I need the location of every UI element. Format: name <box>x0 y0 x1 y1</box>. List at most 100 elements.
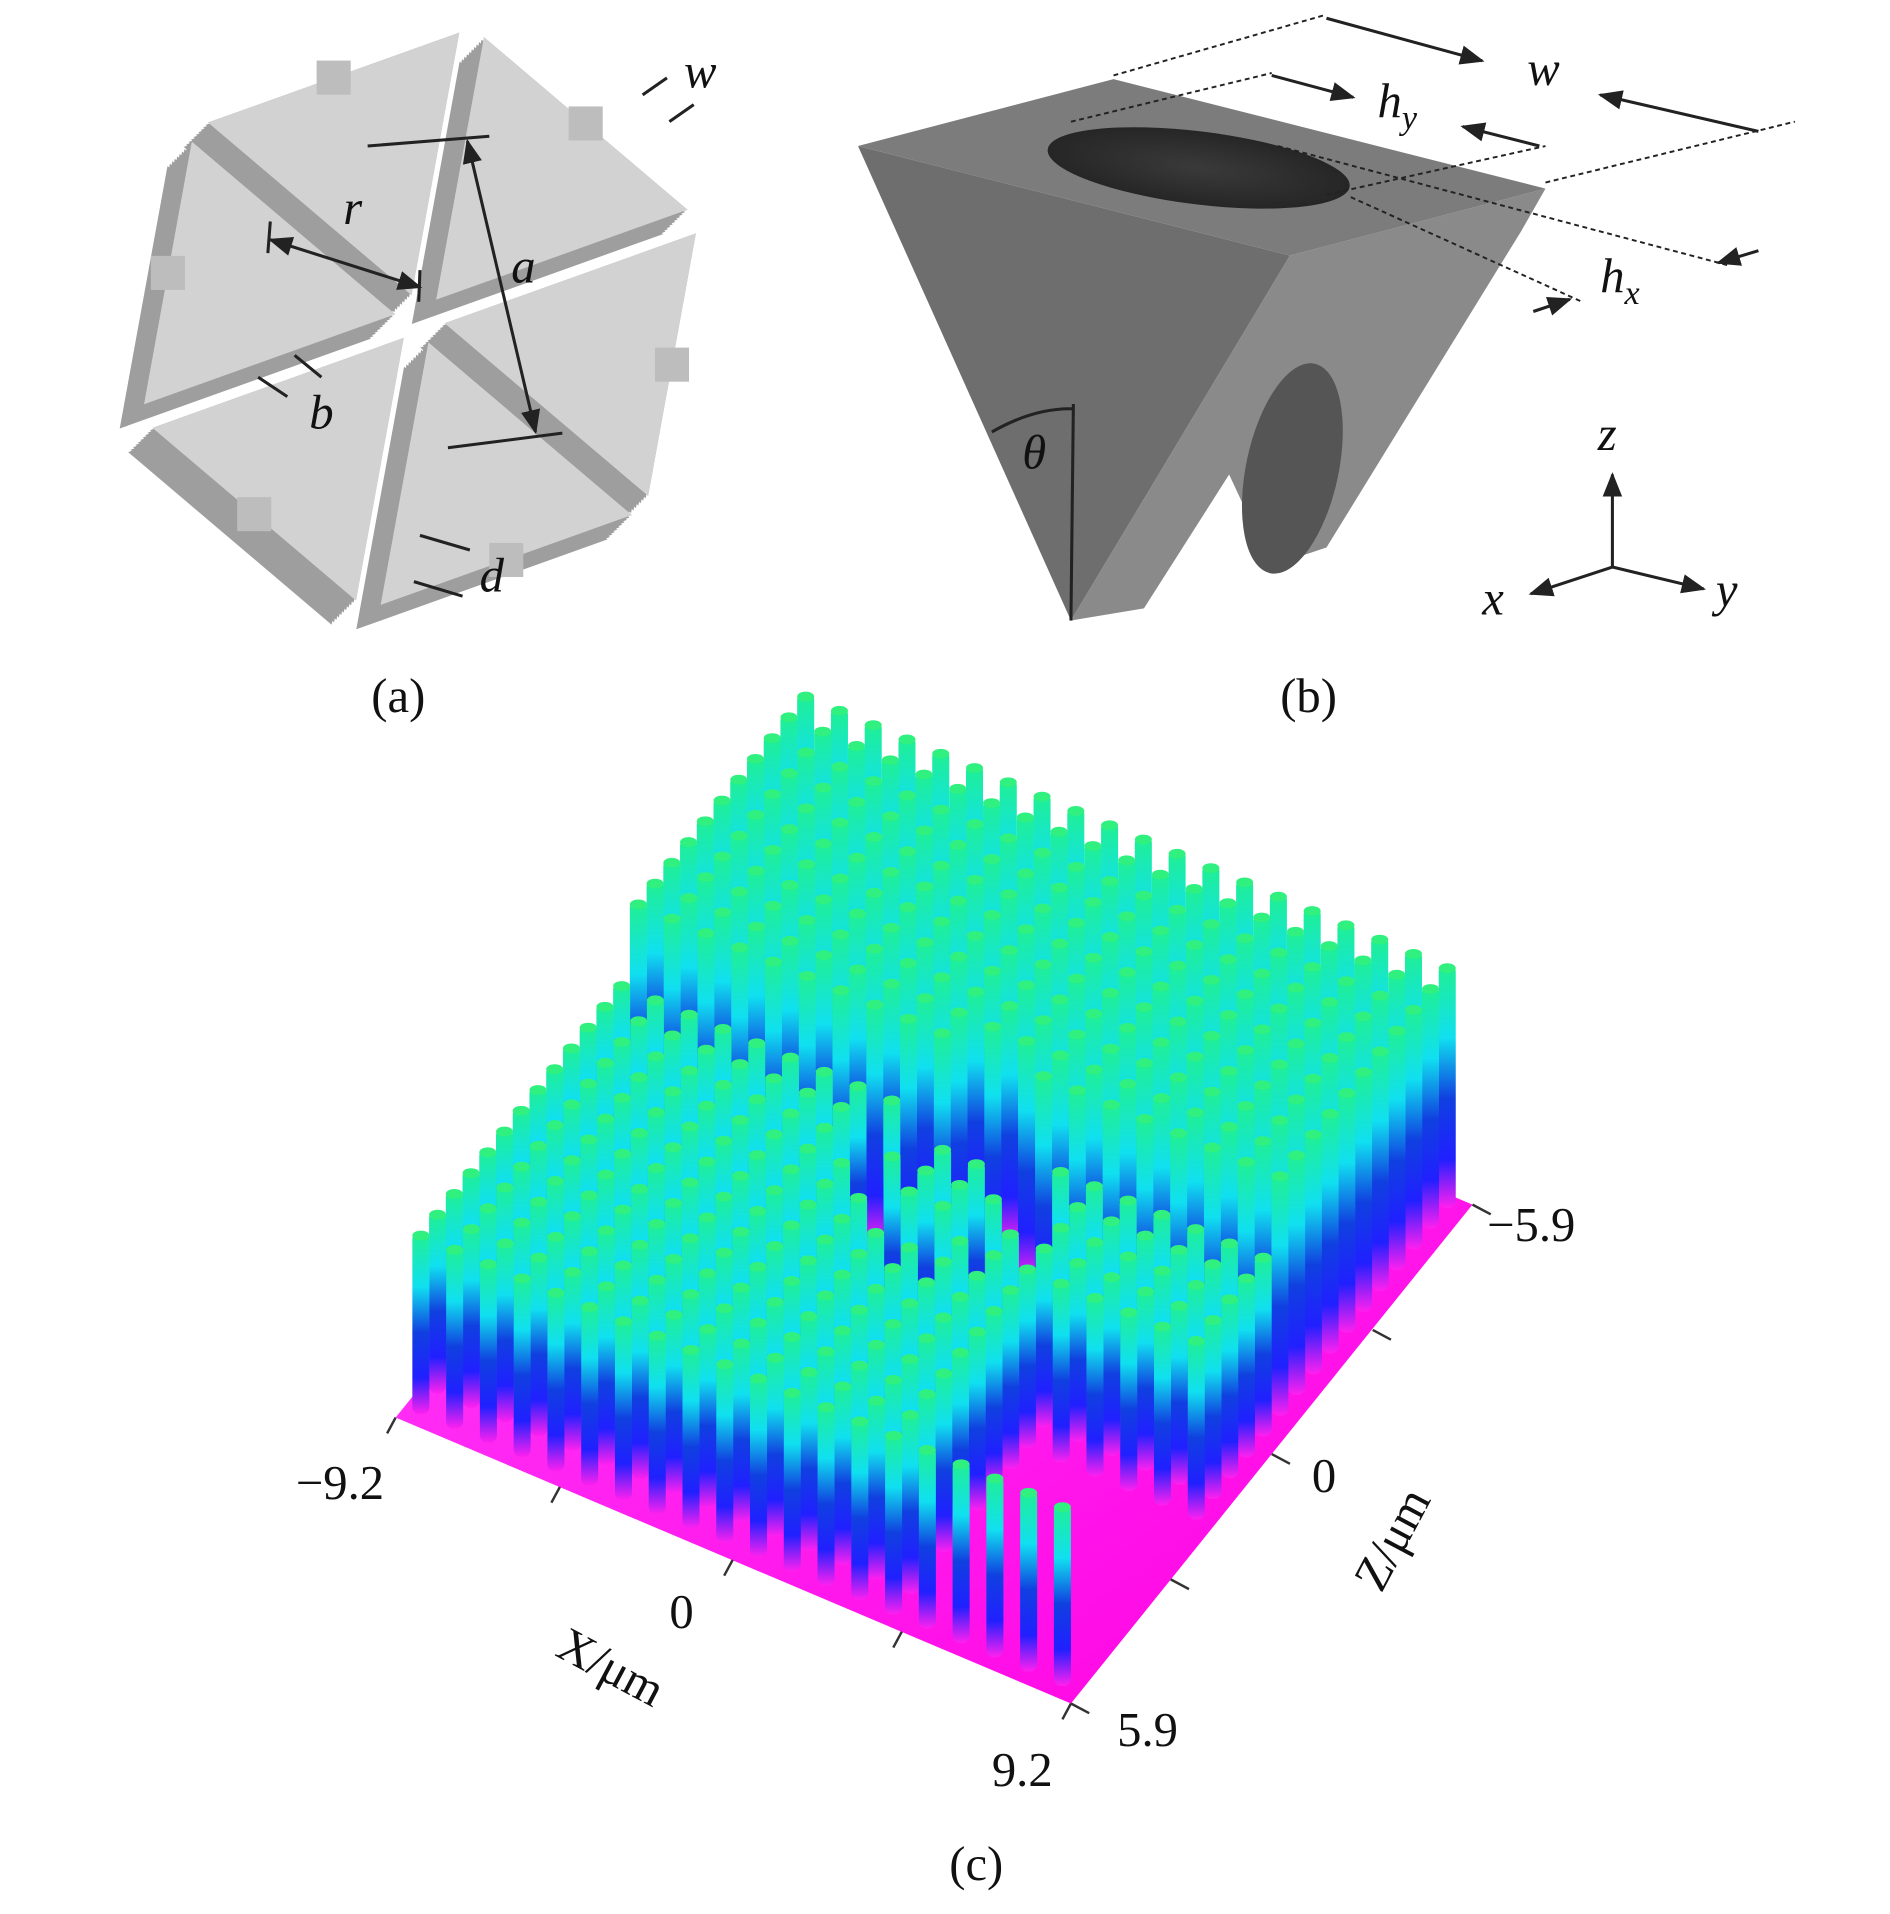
pillar <box>1204 1316 1222 1499</box>
pillar-top <box>1101 876 1119 886</box>
pillar-top <box>918 1333 936 1344</box>
triangle-top <box>380 342 632 605</box>
pillar-top <box>816 1290 834 1301</box>
pillar-top <box>1067 806 1085 816</box>
pillar-top <box>1068 973 1086 984</box>
pillar-top <box>1052 1166 1070 1177</box>
pillar-top <box>529 1140 547 1151</box>
pillar-top <box>1016 812 1034 823</box>
pillar <box>1421 985 1440 1229</box>
pillar <box>1035 1244 1053 1428</box>
tab <box>489 542 524 578</box>
pillar <box>732 1339 751 1523</box>
pillar-top <box>934 1144 952 1155</box>
caption-c: (c) <box>949 1837 1003 1891</box>
pillar-top <box>832 929 850 940</box>
pillar-top <box>1151 869 1169 880</box>
pillar-top <box>1220 1121 1238 1132</box>
pillar-top <box>798 970 816 981</box>
pillar-top <box>630 1127 648 1138</box>
pillar-top <box>867 1283 885 1294</box>
pillar <box>766 1353 784 1537</box>
pillar-top <box>564 1266 582 1277</box>
caption-a: (a) <box>371 669 425 723</box>
pillar <box>918 1446 936 1629</box>
pillar-top <box>714 907 732 918</box>
pillar-top <box>782 1164 800 1175</box>
pillar-top <box>1304 1017 1322 1028</box>
pillar-top <box>562 1043 580 1054</box>
pillar-top <box>781 1052 799 1063</box>
pillar-top <box>848 908 866 919</box>
pillar-top <box>766 1241 784 1251</box>
pillar-top <box>815 950 833 960</box>
pillar-top <box>746 754 765 764</box>
pillar-top <box>747 865 765 876</box>
pillar-top <box>1236 989 1254 999</box>
pillar-top <box>1153 1321 1172 1332</box>
pillar <box>834 1382 852 1566</box>
pillar-top <box>697 872 715 882</box>
pillar-top <box>1084 841 1102 851</box>
pillar-top <box>613 1037 631 1047</box>
pillar-top <box>747 809 765 820</box>
pillar-top <box>764 844 782 855</box>
pillar-top <box>1271 1171 1289 1181</box>
pillar-top <box>1269 891 1287 902</box>
pillar <box>716 1360 734 1543</box>
pillar-top <box>1152 925 1170 936</box>
pillar-top <box>664 1198 682 1208</box>
pillar-top <box>1236 933 1254 944</box>
pillar-top <box>949 783 967 794</box>
pillar-top <box>715 1303 733 1314</box>
pillar-top <box>766 1296 784 1307</box>
pillar <box>885 1431 903 1615</box>
pillar-top <box>1202 974 1220 985</box>
pillar-top <box>883 1151 901 1162</box>
pillar-top <box>664 1086 682 1097</box>
pillar-top <box>1438 963 1456 974</box>
pillar-top <box>1033 847 1051 858</box>
label-hy-sub: y <box>1399 100 1418 137</box>
pillar-top <box>1085 1181 1103 1192</box>
pillar-top <box>496 1238 514 1249</box>
pillar-top <box>1204 1315 1222 1325</box>
pillar-top <box>1033 791 1051 802</box>
pillar-top <box>513 1217 531 1228</box>
pillar-top <box>513 1273 531 1284</box>
pillar <box>1136 1287 1154 1471</box>
pillars <box>412 691 1456 1686</box>
tab <box>237 497 272 532</box>
pillar-top <box>597 1113 615 1124</box>
pillar-top <box>1118 911 1136 922</box>
pillar-top <box>867 1228 885 1238</box>
pillar-top <box>714 1079 732 1090</box>
pillar-top <box>951 1179 969 1190</box>
pillar-top <box>697 1100 716 1111</box>
pillar-top <box>1168 848 1186 859</box>
label-hy: hy <box>1378 74 1418 137</box>
pillar-top <box>749 1205 767 1216</box>
pillar-top <box>916 937 934 947</box>
pillar <box>648 1331 666 1515</box>
pillar-top <box>1120 1307 1138 1318</box>
pillar-top <box>462 1224 480 1234</box>
pillar-top <box>800 1367 818 1377</box>
pillar-top <box>831 761 849 772</box>
pillar-top <box>749 1261 767 1272</box>
pillar-top <box>1086 1237 1104 1247</box>
pillar-top <box>512 1105 530 1116</box>
pillar <box>1221 1295 1239 1479</box>
pillar-top <box>732 1338 751 1349</box>
pillar-top <box>631 1239 649 1250</box>
pillar-top <box>1237 1045 1255 1055</box>
pillar-top <box>780 768 798 779</box>
pillar <box>1086 1294 1104 1477</box>
pillar <box>631 1296 649 1480</box>
pillar-top <box>915 825 933 836</box>
tab <box>150 255 185 290</box>
pillar <box>1120 1308 1138 1492</box>
pillar-top <box>1002 1285 1020 1295</box>
pillar-top <box>898 790 916 801</box>
pillar-top <box>783 1276 801 1286</box>
